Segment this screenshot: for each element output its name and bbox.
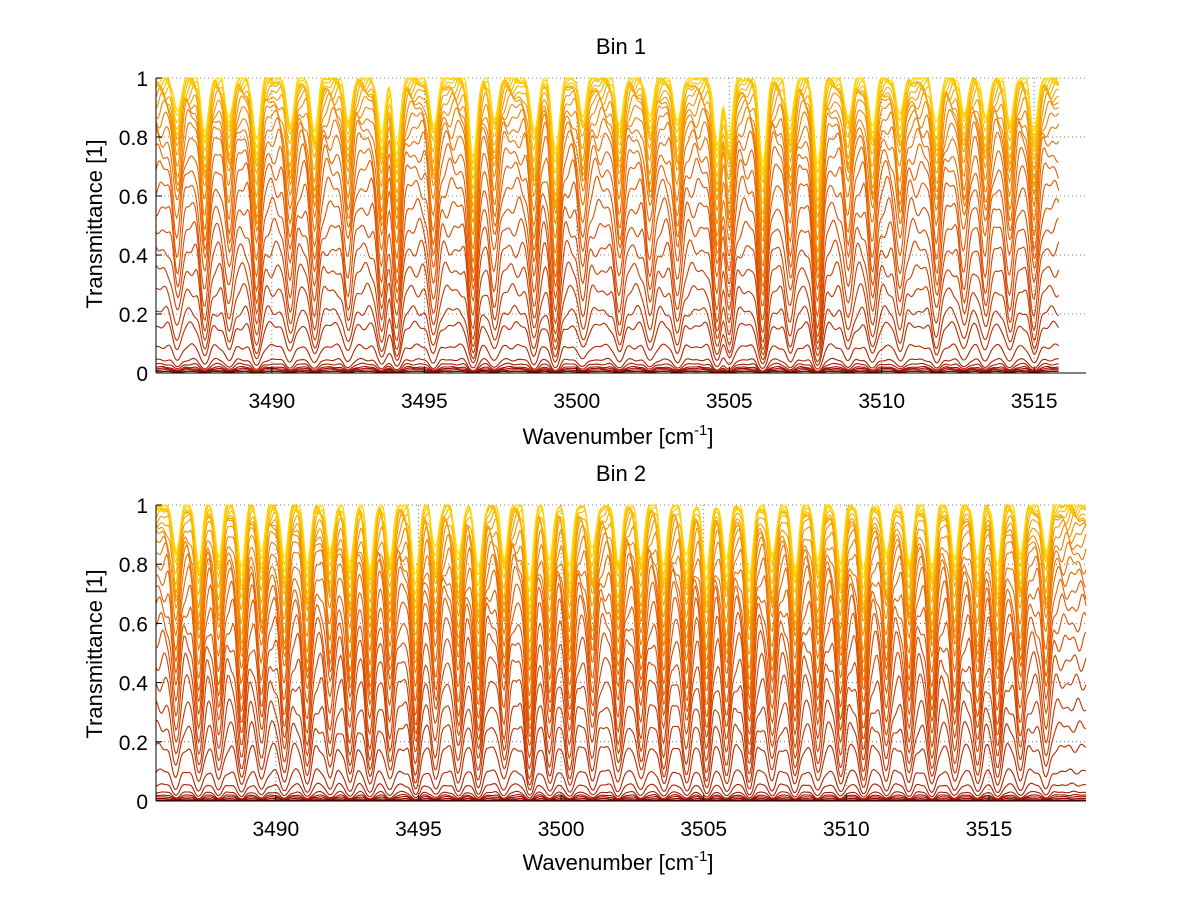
series-line <box>155 77 1060 202</box>
series-line <box>155 282 1060 357</box>
y-tick-label: 0 <box>136 363 148 386</box>
x-tick-label: 3515 <box>966 818 1013 841</box>
series-line <box>155 196 1060 330</box>
x-tick-label: 3500 <box>538 818 585 841</box>
y-tick-label: 0.4 <box>119 673 149 696</box>
series-line <box>155 175 1060 318</box>
series-line <box>155 578 1087 722</box>
series-line <box>155 320 1060 367</box>
y-tick-label: 0.2 <box>119 732 148 755</box>
series-line <box>155 720 1087 786</box>
series-line <box>155 116 1060 272</box>
x-tick-label: 3505 <box>680 818 727 841</box>
series-line <box>155 504 1087 624</box>
x-axis-label-main: Wavenumber [cm <box>522 424 694 449</box>
series-line <box>155 504 1087 584</box>
series-line <box>155 564 1087 710</box>
series-line <box>155 142 1059 291</box>
series-line <box>155 782 1087 799</box>
series-line <box>155 127 1060 280</box>
y-tick-label: 0.8 <box>119 127 148 150</box>
y-tick-label: 0.8 <box>119 554 148 577</box>
series-line <box>155 343 1059 370</box>
x-axis-label-end: ] <box>707 850 713 875</box>
series-line <box>155 217 1059 339</box>
chart-title: Bin 1 <box>596 34 646 59</box>
series-line <box>155 362 1059 373</box>
series-line <box>155 370 1059 374</box>
y-axis-label: Transmittance [1] <box>82 569 107 738</box>
x-axis-label: Wavenumber [cm-1] <box>522 848 713 875</box>
x-tick-label: 3500 <box>553 390 600 413</box>
x-axis-label-superscript: -1 <box>694 848 707 865</box>
chart-title: Bin 2 <box>596 461 646 486</box>
x-axis-label-main: Wavenumber [cm <box>522 850 694 875</box>
series-line <box>155 793 1087 801</box>
y-tick-label: 0.4 <box>119 245 149 268</box>
series-line <box>155 540 1087 682</box>
series-line <box>155 365 1059 373</box>
series-line <box>155 672 1087 771</box>
x-axis-label-superscript: -1 <box>694 422 707 439</box>
x-tick-label: 3510 <box>823 818 870 841</box>
x-tick-label: 3495 <box>401 390 448 413</box>
series-line <box>155 790 1087 801</box>
series-line <box>155 629 1087 747</box>
series-line <box>155 369 1059 374</box>
series-line <box>155 592 1087 729</box>
y-tick-label: 0.6 <box>119 613 148 636</box>
y-tick-label: 0 <box>136 791 148 814</box>
series-line <box>155 77 1059 185</box>
series-line <box>156 77 1059 166</box>
series-line <box>155 697 1087 780</box>
x-tick-label: 3515 <box>1011 390 1058 413</box>
y-tick-label: 0.6 <box>119 186 148 209</box>
series-line <box>155 239 1060 345</box>
chart-panel-bin-2: Bin 2 Transmittance [1] Wavenumber [cm-1… <box>82 461 1087 875</box>
x-tick-label: 3490 <box>249 390 296 413</box>
series-line <box>155 742 1087 791</box>
series-line <box>155 260 1060 351</box>
series-line <box>155 552 1087 696</box>
x-tick-label: 3510 <box>858 390 905 413</box>
series-line <box>155 97 1059 253</box>
series-line <box>156 367 1059 374</box>
x-tick-label: 3490 <box>252 818 299 841</box>
x-tick-label: 3495 <box>395 818 442 841</box>
series-line <box>155 531 1087 671</box>
series-line <box>155 504 1087 616</box>
series-line <box>155 651 1087 759</box>
series-line <box>155 357 1059 372</box>
series-line <box>155 106 1060 265</box>
chart-panel-bin-1: Bin 1 Transmittance [1] Wavenumber [cm-1… <box>82 34 1086 449</box>
series-line <box>155 304 1059 363</box>
y-tick-label: 0.2 <box>119 304 148 327</box>
series-line <box>155 156 1060 302</box>
x-axis-label: Wavenumber [cm-1] <box>522 422 713 449</box>
x-tick-label: 3505 <box>706 390 753 413</box>
y-tick-label: 1 <box>136 68 148 91</box>
series-line <box>155 611 1087 737</box>
series-line <box>155 768 1087 796</box>
x-axis-label-end: ] <box>707 424 713 449</box>
y-axis-label: Transmittance [1] <box>82 139 107 308</box>
y-tick-label: 1 <box>136 495 148 518</box>
